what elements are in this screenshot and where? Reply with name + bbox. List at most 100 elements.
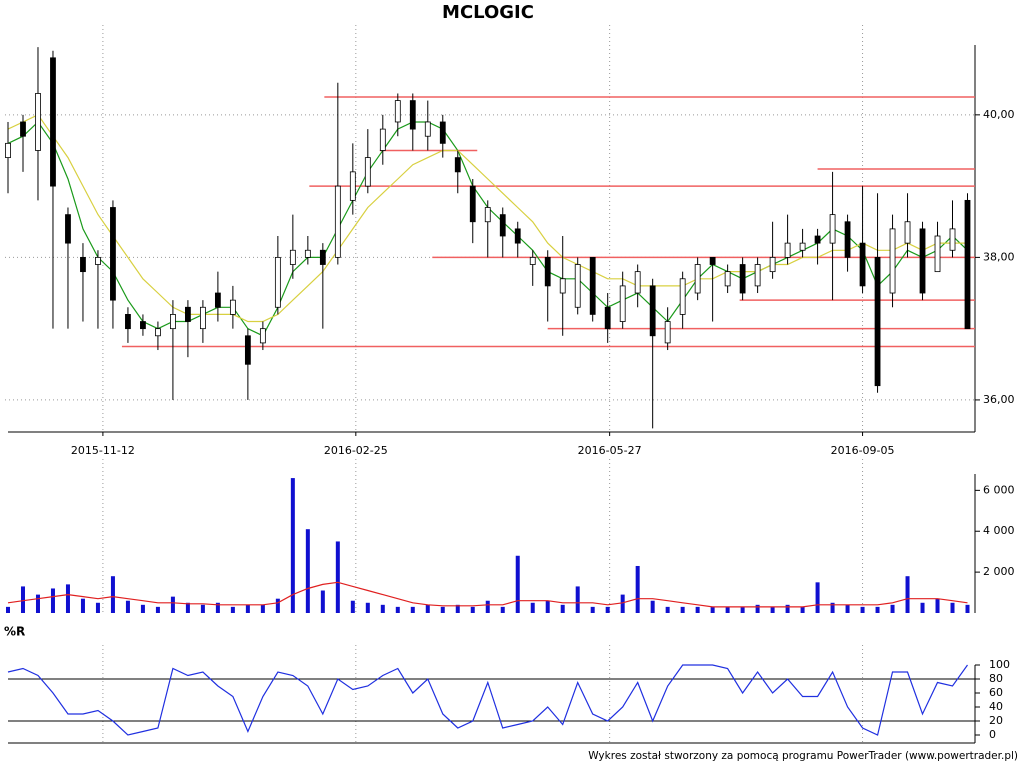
volume-bar xyxy=(5,606,10,613)
volume-bar xyxy=(650,600,655,613)
volume-bar xyxy=(365,602,370,613)
candle-body xyxy=(499,214,506,237)
williams-r-line xyxy=(7,664,968,736)
volume-bar xyxy=(710,606,715,613)
panel-title: %R xyxy=(4,625,25,639)
candle-body xyxy=(559,278,566,294)
candle-body xyxy=(544,256,551,287)
volume-bar xyxy=(485,600,490,613)
volume-bar xyxy=(740,606,745,613)
candle-body xyxy=(5,142,11,159)
y-tick-label: 0 xyxy=(989,728,996,741)
volume-bar xyxy=(305,529,310,613)
candle-body xyxy=(364,157,371,187)
candle-body xyxy=(35,93,41,151)
candle-body xyxy=(904,221,911,244)
candle-body xyxy=(709,256,716,265)
candle-body xyxy=(95,256,101,265)
candle-body xyxy=(244,335,251,365)
volume-bar xyxy=(665,606,670,613)
volume-bar xyxy=(80,598,85,613)
volume-bar xyxy=(395,606,400,613)
volume-bar xyxy=(110,576,115,613)
candle-body xyxy=(274,256,281,308)
candle-body xyxy=(50,57,56,187)
volume-bar xyxy=(380,604,385,613)
candle-body xyxy=(754,264,761,287)
volume-bar xyxy=(560,604,565,613)
candle-body xyxy=(289,249,296,265)
candle-body xyxy=(724,271,731,287)
volume-bar xyxy=(50,588,55,613)
volume-bar xyxy=(65,584,70,613)
candle-body xyxy=(649,285,656,337)
y-tick-label: 40,00 xyxy=(983,108,1015,121)
candle-body xyxy=(20,121,26,137)
x-tick-label: 2016-09-05 xyxy=(831,444,895,457)
volume-bar xyxy=(320,590,325,613)
candle-body xyxy=(949,228,956,251)
volume-bar xyxy=(530,602,535,613)
volume-bar xyxy=(95,602,100,613)
candle-body xyxy=(919,228,926,294)
volume-bar xyxy=(845,604,850,613)
chart-title: MCLOGIC xyxy=(442,2,534,23)
candle-body xyxy=(874,256,881,387)
candle-body xyxy=(439,121,446,144)
footer: Wykres został stworzony za pomocą progra… xyxy=(588,750,1018,762)
volume-bar xyxy=(815,582,820,613)
candle-body xyxy=(589,256,596,315)
candle-body xyxy=(349,171,356,201)
candle-body xyxy=(784,242,791,258)
candle-body xyxy=(664,321,671,344)
volume-bar xyxy=(890,604,895,613)
x-tick-label: 2016-02-25 xyxy=(324,444,388,457)
candle-body xyxy=(799,242,806,251)
volume-bar xyxy=(620,594,625,613)
volume-bar xyxy=(245,604,250,613)
volume-bar xyxy=(125,600,130,613)
candle-body xyxy=(454,157,461,173)
candle-body xyxy=(214,292,221,308)
volume-bar xyxy=(260,604,265,613)
volume-bar xyxy=(455,604,460,613)
x-tick-label: 2016-05-27 xyxy=(578,444,642,457)
volume-bar xyxy=(965,604,970,613)
candle-body xyxy=(185,306,191,322)
candle-body xyxy=(529,256,536,265)
volume-bar xyxy=(335,541,340,613)
y-tick-label: 38,00 xyxy=(983,250,1015,263)
candle-body xyxy=(110,207,116,301)
candle-body xyxy=(140,321,146,330)
volume-bar xyxy=(20,586,25,613)
volume-bar xyxy=(350,600,355,613)
volume-average xyxy=(7,581,968,608)
moving-average xyxy=(7,114,968,323)
candle-body xyxy=(65,214,71,244)
volume-bar xyxy=(425,604,430,613)
candle-body xyxy=(514,228,521,244)
volume-bar xyxy=(410,606,415,613)
candle-body xyxy=(634,271,641,294)
volume-bar xyxy=(905,576,910,613)
candle-body xyxy=(574,264,581,308)
candle-body xyxy=(469,185,476,223)
volume-bar xyxy=(215,602,220,613)
candle-body xyxy=(170,314,176,330)
volume-bar xyxy=(830,602,835,613)
candle-body xyxy=(964,199,971,330)
volume-bar xyxy=(635,565,640,613)
candle-body xyxy=(844,221,851,258)
candle-body xyxy=(125,314,131,330)
candle-body xyxy=(379,128,386,151)
candle-body xyxy=(739,264,746,294)
volume-bar xyxy=(755,604,760,613)
volume-bar xyxy=(920,602,925,613)
candle-body xyxy=(889,228,896,294)
candle-body xyxy=(259,328,266,344)
candle-body xyxy=(304,249,311,258)
volume-bar xyxy=(575,586,580,613)
volume-bar xyxy=(170,596,175,613)
candle-body xyxy=(319,249,326,265)
volume-bar xyxy=(275,598,280,613)
